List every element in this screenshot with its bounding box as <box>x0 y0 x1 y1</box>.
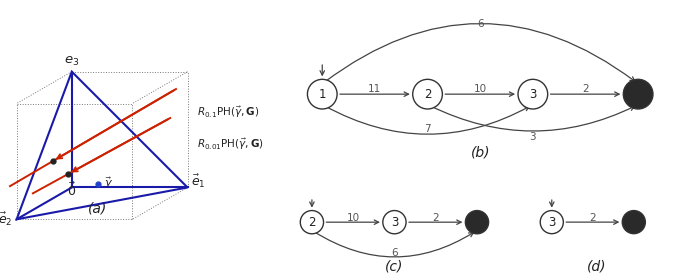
Circle shape <box>307 79 337 109</box>
Text: 11: 11 <box>368 84 381 94</box>
Text: (a): (a) <box>88 202 107 216</box>
Text: $R_{0.01}\mathrm{PH}(\vec{\gamma}, \mathbf{G})$: $R_{0.01}\mathrm{PH}(\vec{\gamma}, \math… <box>197 137 263 152</box>
Text: $\vec{\gamma}$: $\vec{\gamma}$ <box>104 175 113 191</box>
Circle shape <box>465 211 488 234</box>
Text: 7: 7 <box>424 124 431 134</box>
Text: 6: 6 <box>391 248 398 258</box>
Text: 10: 10 <box>473 84 487 94</box>
Text: 2: 2 <box>589 213 596 223</box>
Text: 2: 2 <box>432 213 439 223</box>
Text: 3: 3 <box>529 88 536 101</box>
Circle shape <box>540 211 563 234</box>
Text: 6: 6 <box>477 19 484 29</box>
Text: 3: 3 <box>530 132 536 142</box>
Text: (d): (d) <box>587 260 606 274</box>
Text: 2: 2 <box>308 216 316 229</box>
Text: 3: 3 <box>548 216 556 229</box>
Circle shape <box>383 211 406 234</box>
Text: 2: 2 <box>582 84 589 94</box>
Text: 3: 3 <box>391 216 398 229</box>
Text: $e_3$: $e_3$ <box>64 55 80 68</box>
Circle shape <box>624 79 653 109</box>
Text: 10: 10 <box>346 213 359 223</box>
Circle shape <box>413 79 442 109</box>
Circle shape <box>622 211 646 234</box>
Circle shape <box>518 79 547 109</box>
Text: $R_{0.1}\mathrm{PH}(\vec{\gamma}, \mathbf{G})$: $R_{0.1}\mathrm{PH}(\vec{\gamma}, \mathb… <box>197 104 259 120</box>
Text: (b): (b) <box>471 145 490 159</box>
Text: $\vec{e}_1$: $\vec{e}_1$ <box>191 173 205 190</box>
Text: 1: 1 <box>318 88 326 101</box>
Text: (c): (c) <box>386 260 403 274</box>
Text: 2: 2 <box>424 88 431 101</box>
Circle shape <box>300 211 324 234</box>
Text: $\vec{e}_2$: $\vec{e}_2$ <box>0 211 12 228</box>
Text: $\vec{0}$: $\vec{0}$ <box>67 181 77 199</box>
